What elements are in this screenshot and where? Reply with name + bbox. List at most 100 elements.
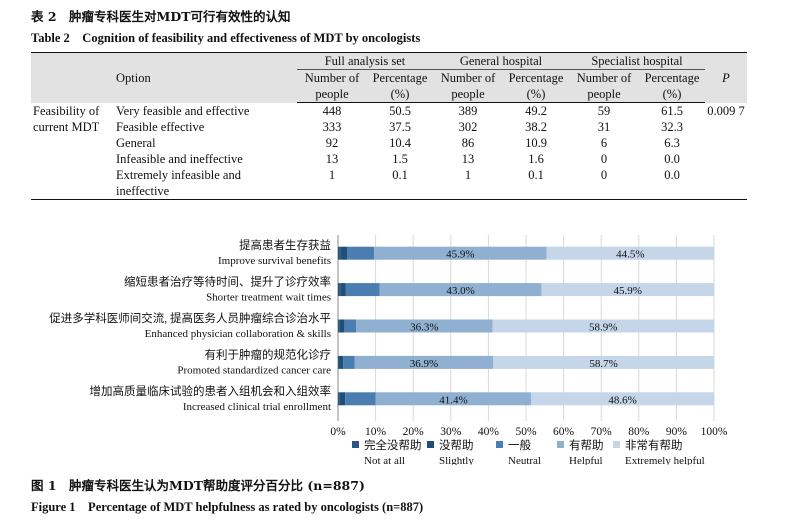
row-group-blank (31, 167, 113, 200)
figure-caption-cn: 图 1 肿瘤专科医生认为MDT帮助度评分百分比 (n=887) (31, 478, 365, 493)
category-label-en: Increased clinical trial enrollment (183, 401, 331, 413)
table-row: Extremely infeasible and ineffective 1 0.1… (31, 167, 747, 200)
bar-segment (339, 355, 344, 369)
option-cell: Feasible effective (116, 120, 205, 134)
option-cell: Very feasible and effective (116, 103, 250, 118)
bar-segment (375, 392, 532, 406)
p-blank (705, 135, 747, 151)
bar-segment (339, 319, 345, 333)
bar-segment (338, 283, 341, 297)
value-cell: 10.9 (525, 136, 547, 150)
bar-segment (492, 319, 714, 333)
bar-segment (347, 246, 375, 260)
table-row: General 92 10.4 86 10.9 6 6.3 (31, 135, 747, 151)
x-tick-label: 70% (591, 426, 613, 438)
value-cell: 1 (297, 167, 367, 200)
legend-label-en: Neutral (508, 455, 541, 465)
header-number: Number of people (569, 69, 639, 103)
bar-segment (338, 355, 340, 369)
header-blank (31, 52, 113, 103)
value-cell: 61.5 (661, 104, 683, 118)
option-cell: Infeasible and ineffective (116, 152, 243, 166)
bar-segment (344, 319, 357, 333)
value-cell: 1.5 (392, 152, 408, 166)
header-percentage: Percentage (%) (639, 69, 705, 103)
bar-segment (354, 355, 494, 369)
value-cell: 37.5 (389, 120, 411, 134)
p-blank (705, 151, 747, 167)
category-label-en: Enhanced physician collaboration & skill… (145, 328, 331, 340)
value-cell: 59 (597, 104, 611, 118)
data-label: 36.3% (410, 322, 438, 334)
x-tick-label: 20% (403, 426, 425, 438)
legend-label-cn: 没帮助 (439, 438, 474, 452)
category-label-cn: 缩短患者治疗等待时间、提升了诊疗效率 (124, 275, 331, 289)
helpfulness-stacked-bar-chart: 0% 10% 20% 30% 40% 50% 60% 70% 80% 90% 100% 提高患者生存获… (49, 235, 728, 465)
option-cell: General (116, 136, 156, 150)
bar-segment (541, 283, 714, 297)
p-blank (705, 167, 747, 200)
header-group-fas: Full analysis set (297, 52, 433, 70)
value-cell: 31 (597, 120, 611, 134)
category-label-en: Promoted standardized cancer care (177, 364, 331, 376)
bar-segment (338, 392, 340, 406)
row-group-blank (31, 135, 113, 151)
value-cell: 1 (433, 167, 503, 200)
value-cell: 0.0 (664, 152, 680, 166)
data-label: 41.4% (439, 394, 467, 406)
figure-caption-en: Figure 1 Percentage of MDT helpfulness a… (31, 500, 424, 514)
legend-label-cn: 有帮助 (569, 438, 604, 452)
value-cell: 0.0 (639, 167, 705, 200)
table-caption-en: Table 2 Cognition of feasibility and eff… (31, 31, 421, 45)
bar-segment (340, 283, 346, 297)
value-cell: 6 (600, 136, 608, 150)
bar-segment (340, 246, 348, 260)
table-row: Feasibility of current MDT Very feasible … (31, 103, 747, 134)
table-row: Infeasible and ineffective 13 1.5 13 1.6 0 0.0 (31, 151, 747, 167)
category-label-cn: 促进多学科医师间交流, 提高医务人员肿瘤综合诊治水平 (49, 311, 331, 325)
bar-segment (356, 319, 493, 333)
value-cell: 10.4 (389, 136, 411, 150)
legend-label-en: Slightly (439, 455, 474, 465)
x-tick-label: 100% (701, 426, 728, 438)
value-cell: 86 (461, 136, 475, 150)
bar-segment (345, 283, 380, 297)
value-cell: 389 (458, 104, 478, 118)
p-value: 0.009 7 (707, 103, 745, 118)
legend-swatch (557, 441, 564, 448)
data-label: 58.7% (589, 358, 617, 370)
header-percentage: Percentage (%) (367, 69, 433, 103)
legend-swatch (427, 441, 434, 448)
x-tick-label: 50% (515, 426, 537, 438)
option-cell: Extremely infeasible and ineffective (113, 167, 297, 200)
value-cell: 50.5 (389, 104, 411, 118)
category-label-en: Shorter treatment wait times (206, 292, 331, 304)
value-cell: 0 (600, 152, 608, 166)
bar-segment (338, 319, 340, 333)
value-cell: 13 (325, 152, 339, 166)
header-p: P (705, 52, 747, 103)
table-row: Feasible effective 333 37.5 302 38.2 31 32.3 (31, 119, 747, 135)
bar-segment (338, 246, 341, 260)
legend-swatch (613, 441, 620, 448)
data-label: 48.6% (608, 394, 636, 406)
value-cell: 38.2 (525, 120, 547, 134)
value-cell: 1.6 (528, 152, 544, 166)
x-tick-label: 40% (478, 426, 500, 438)
value-cell: 333 (322, 120, 342, 134)
category-label-cn: 有利于肿瘤的规范化诊疗 (205, 347, 332, 361)
data-label: 58.9% (589, 322, 617, 334)
bar-segment (493, 355, 714, 369)
x-tick-label: 10% (365, 426, 387, 438)
x-tick-label: 0% (330, 426, 346, 438)
bar-segment (531, 392, 714, 406)
category-label-cn: 增加高质量临床试验的患者入组机会和入组效率 (90, 384, 332, 398)
cognition-table: Option Full analysis set General hospita… (31, 52, 747, 200)
legend-label-cn: 一般 (508, 438, 531, 452)
x-tick-label: 30% (440, 426, 462, 438)
bar-segment (546, 246, 714, 260)
header-number: Number of people (297, 69, 367, 103)
category-label-cn: 提高患者生存获益 (239, 238, 331, 252)
header-group-specialist: Specialist hospital (569, 52, 705, 70)
header-percentage: Percentage (%) (503, 69, 569, 103)
